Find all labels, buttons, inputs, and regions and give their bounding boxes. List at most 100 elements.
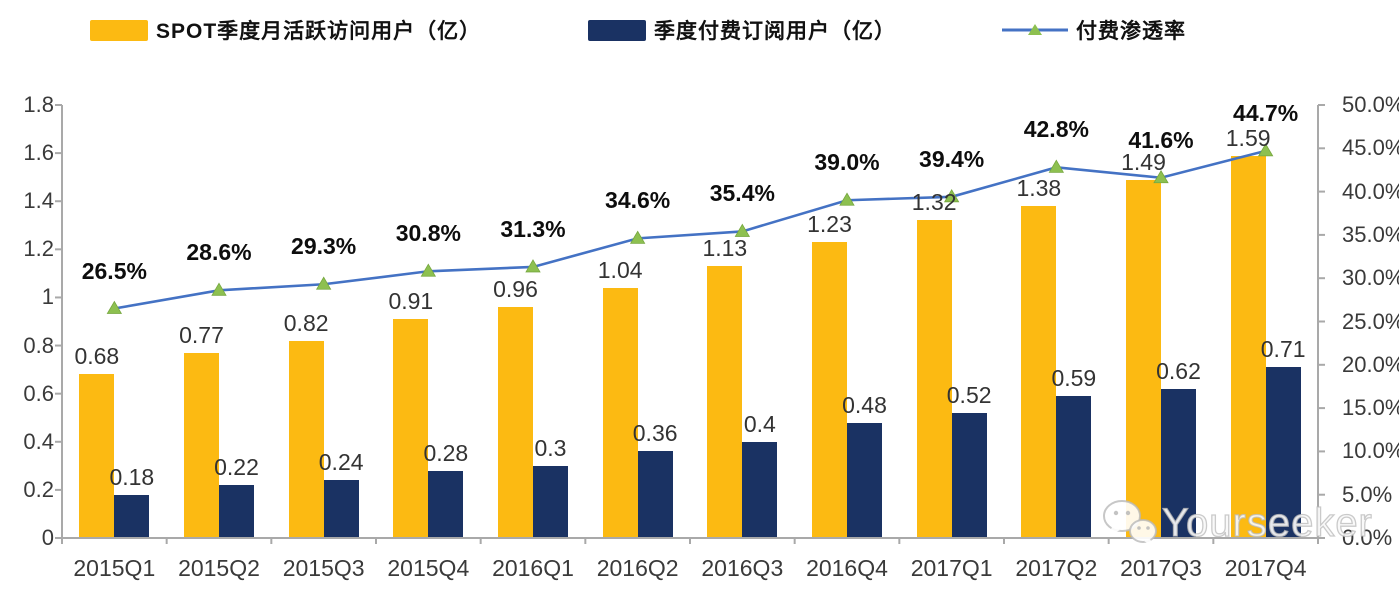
bar-mau bbox=[184, 352, 219, 538]
bar-mau-value-label: 1.32 bbox=[911, 189, 957, 216]
bar-subscribers-value-label: 0.3 bbox=[534, 434, 567, 461]
bar-subscribers-value-label: 0.52 bbox=[946, 381, 992, 408]
legend-item-mau: SPOT季度月活跃访问用户（亿） bbox=[90, 16, 481, 44]
bar-subscribers-value-label: 0.36 bbox=[632, 420, 678, 447]
x-axis-label: 2016Q4 bbox=[806, 555, 888, 581]
bar-subscribers-value-label: 0.28 bbox=[423, 439, 469, 466]
left-axis-tick-label: 1.6 bbox=[23, 140, 54, 166]
bar-mau-value-label: 0.96 bbox=[493, 276, 538, 303]
right-axis-tick-label: 10.0% bbox=[1342, 438, 1399, 464]
legend-mau-label: SPOT季度月活跃访问用户（亿） bbox=[156, 20, 482, 43]
penetration-rate-label: 35.4% bbox=[709, 180, 775, 207]
subscribers-legend-swatch bbox=[588, 19, 646, 41]
legend-item-subscribers: 季度付费订阅用户（亿） bbox=[588, 16, 896, 44]
penetration-rate-label: 34.6% bbox=[605, 187, 671, 214]
bar-mau-value-label: 1.38 bbox=[1016, 175, 1062, 202]
bar-subscribers bbox=[428, 470, 464, 538]
bar-mau bbox=[79, 374, 115, 538]
x-axis-label: 2017Q3 bbox=[1120, 555, 1202, 581]
right-axis-tick-label: 40.0% bbox=[1342, 178, 1399, 204]
bar-subscribers bbox=[114, 494, 150, 538]
bar-subscribers bbox=[742, 441, 778, 538]
penetration-rate-label: 41.6% bbox=[1128, 126, 1194, 153]
line-marker-icon bbox=[1002, 24, 1068, 35]
bar-subscribers-value-label: 0.22 bbox=[214, 454, 259, 481]
left-axis-tick-label: 1.2 bbox=[23, 236, 54, 262]
bar-mau bbox=[602, 287, 638, 538]
penetration-rate-label: 29.3% bbox=[291, 233, 357, 260]
penetration-rate-label: 44.7% bbox=[1233, 99, 1299, 126]
penetration-rate-label: 39.4% bbox=[919, 145, 985, 172]
bar-subscribers-value-label: 0.24 bbox=[318, 449, 364, 476]
left-axis-tick-label: 0.2 bbox=[23, 476, 54, 502]
bar-subscribers-value-label: 0.71 bbox=[1260, 336, 1306, 363]
bar-mau-value-label: 1.04 bbox=[597, 256, 643, 283]
x-axis-label: 2016Q2 bbox=[596, 555, 679, 581]
right-axis-tick-label: 45.0% bbox=[1342, 135, 1399, 161]
left-axis-tick-label: 0.4 bbox=[23, 428, 54, 454]
left-axis-tick-label: 1 bbox=[41, 284, 54, 310]
bar-subscribers bbox=[951, 412, 987, 538]
bar-subscribers bbox=[323, 480, 359, 538]
bar-mau-value-label: 0.77 bbox=[179, 321, 224, 348]
x-axis-label: 2015Q2 bbox=[178, 555, 260, 581]
x-axis-label: 2015Q4 bbox=[387, 555, 470, 581]
bar-mau-value-label: 0.82 bbox=[283, 309, 329, 336]
bar-mau bbox=[812, 242, 847, 538]
penetration-rate-label: 26.5% bbox=[81, 257, 147, 284]
left-axis-tick-label: 0.6 bbox=[23, 380, 54, 406]
bar-mau bbox=[916, 220, 952, 538]
bar-subscribers bbox=[1161, 388, 1196, 538]
penetration-rate-label: 30.8% bbox=[395, 220, 461, 247]
bar-mau-value-label: 1.49 bbox=[1121, 148, 1166, 175]
left-axis-tick-label: 1.8 bbox=[23, 92, 54, 117]
penetration-rate-label: 31.3% bbox=[500, 215, 566, 242]
x-axis-label: 2015Q1 bbox=[73, 555, 156, 581]
legend-subscribers-label: 季度付费订阅用户（亿） bbox=[654, 20, 896, 43]
right-axis-tick-label: 0.0% bbox=[1342, 525, 1393, 550]
bar-subscribers bbox=[1265, 367, 1301, 538]
penetration-rate-label: 42.8% bbox=[1023, 116, 1089, 143]
right-axis-tick-label: 25.0% bbox=[1342, 308, 1399, 334]
bar-mau-value-label: 1.13 bbox=[702, 235, 748, 262]
right-axis-tick-label: 30.0% bbox=[1342, 265, 1399, 291]
x-axis-label: 2016Q3 bbox=[701, 555, 784, 581]
bar-subscribers bbox=[1056, 396, 1092, 538]
bar-subscribers-value-label: 0.48 bbox=[842, 391, 887, 418]
right-axis-tick-label: 5.0% bbox=[1342, 481, 1393, 507]
x-axis-label: 2017Q2 bbox=[1015, 555, 1098, 581]
bar-mau-value-label: 1.59 bbox=[1225, 124, 1271, 151]
mau-legend-swatch bbox=[90, 19, 148, 41]
bar-mau bbox=[498, 307, 533, 538]
bar-mau-value-label: 1.23 bbox=[807, 211, 852, 238]
x-axis-label: 2017Q1 bbox=[910, 555, 993, 581]
bar-subscribers bbox=[637, 451, 673, 538]
legend-penetration-label: 付费渗透率 bbox=[1076, 20, 1186, 43]
x-axis-label: 2017Q4 bbox=[1224, 555, 1307, 581]
right-axis-tick-label: 20.0% bbox=[1342, 351, 1399, 377]
x-axis-label: 2016Q1 bbox=[492, 555, 574, 581]
x-axis-label: 2015Q3 bbox=[282, 555, 365, 581]
bar-mau bbox=[393, 319, 429, 538]
bar-subscribers-value-label: 0.4 bbox=[743, 410, 776, 437]
bar-subscribers-value-label: 0.59 bbox=[1051, 365, 1097, 392]
bar-mau bbox=[288, 340, 324, 538]
left-axis-tick-label: 0 bbox=[41, 525, 54, 550]
penetration-rate-label: 28.6% bbox=[186, 239, 252, 266]
right-axis-tick-label: 50.0% bbox=[1342, 92, 1399, 117]
bar-subscribers bbox=[533, 465, 568, 538]
right-axis-tick-label: 35.0% bbox=[1342, 221, 1399, 247]
bar-mau-value-label: 0.91 bbox=[388, 288, 434, 315]
right-axis-tick-label: 15.0% bbox=[1342, 395, 1399, 421]
bar-subscribers bbox=[847, 422, 882, 538]
bar-subscribers-value-label: 0.62 bbox=[1156, 357, 1201, 384]
chart-legend: SPOT季度月活跃访问用户（亿） 季度付费订阅用户（亿） 付费渗透率 bbox=[0, 16, 1399, 46]
bar-subscribers-value-label: 0.18 bbox=[109, 463, 155, 490]
legend-item-penetration: 付费渗透率 bbox=[1002, 16, 1186, 44]
bar-subscribers bbox=[219, 485, 254, 538]
bar-mau-value-label: 0.68 bbox=[74, 343, 120, 370]
penetration-rate-label: 39.0% bbox=[814, 149, 880, 176]
bar-mau bbox=[707, 266, 743, 538]
